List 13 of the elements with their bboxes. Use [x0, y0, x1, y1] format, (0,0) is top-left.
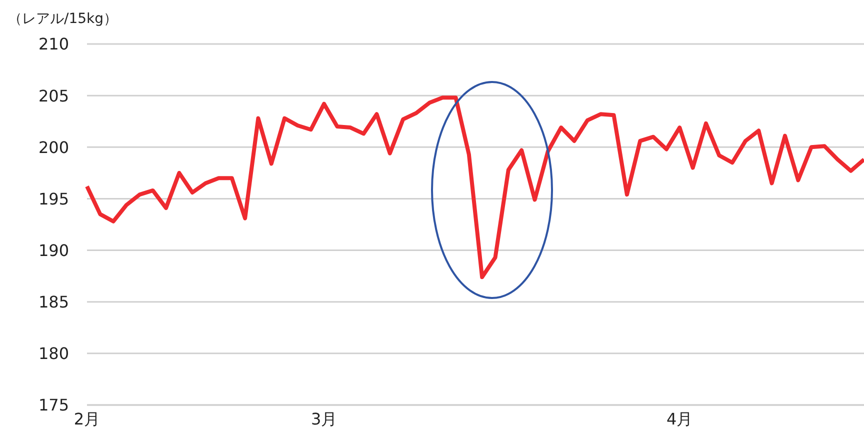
y-tick-label: 200	[38, 138, 69, 157]
line-series	[85, 96, 864, 280]
y-tick-label: 205	[38, 86, 69, 106]
y-tick-label: 180	[38, 344, 69, 364]
x-tick-label: 2月	[74, 409, 100, 428]
y-tick-label: 190	[38, 240, 69, 260]
y-tick-label: 210	[38, 34, 69, 54]
y-tick-label: 175	[38, 396, 69, 415]
x-tick-label: 3月	[310, 409, 338, 428]
y-axis-title: （レアル/15kg）	[8, 10, 118, 28]
x-tick-label: 4月	[666, 409, 693, 428]
y-tick-label: 185	[38, 292, 69, 312]
y-tick-label: 195	[38, 189, 69, 208]
